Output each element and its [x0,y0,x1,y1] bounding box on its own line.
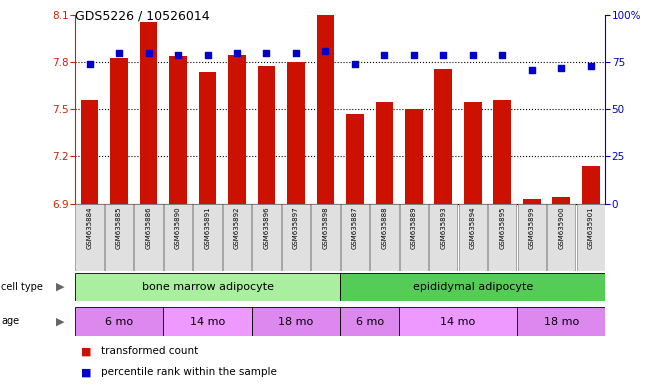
Point [291,50,301,56]
Text: epididymal adipocyte: epididymal adipocyte [413,282,533,292]
Bar [429,204,458,271]
Text: GSM635901: GSM635901 [588,206,594,249]
Bar [400,204,428,271]
Bar [282,204,310,271]
Bar [464,102,482,204]
Bar [518,204,546,271]
Bar [193,204,221,271]
Bar [169,56,187,204]
Point [202,52,213,58]
Text: GSM635898: GSM635898 [322,206,328,249]
Bar [163,307,252,336]
Bar [488,204,516,271]
Bar [459,204,487,271]
Bar [140,22,158,204]
Point [173,52,183,58]
Text: 14 mo: 14 mo [441,316,476,327]
Text: ■: ■ [81,367,92,377]
Text: 18 mo: 18 mo [279,316,314,327]
Bar [311,204,340,271]
Bar [228,55,246,204]
Text: GSM635889: GSM635889 [411,206,417,249]
Text: GSM635891: GSM635891 [204,206,210,249]
Point [261,50,271,56]
Point [527,67,537,73]
Bar [75,307,163,336]
Text: ▶: ▶ [56,282,65,292]
Bar [199,72,216,204]
Text: GSM635895: GSM635895 [499,206,505,249]
Text: 18 mo: 18 mo [544,316,579,327]
Text: cell type: cell type [1,282,43,292]
Bar [434,69,452,204]
Text: bone marrow adipocyte: bone marrow adipocyte [141,282,273,292]
Text: ■: ■ [81,346,92,356]
Bar [110,58,128,204]
Bar [316,15,334,204]
Text: 14 mo: 14 mo [190,316,225,327]
Text: GSM635897: GSM635897 [293,206,299,249]
Text: 6 mo: 6 mo [355,316,383,327]
Point [143,50,154,56]
Bar [370,204,398,271]
Text: GSM635890: GSM635890 [175,206,181,249]
Text: percentile rank within the sample: percentile rank within the sample [101,367,277,377]
Bar [552,197,570,204]
Text: ▶: ▶ [56,316,65,326]
Text: GSM635899: GSM635899 [529,206,534,249]
Point [379,52,389,58]
Point [85,61,95,67]
Bar [340,307,399,336]
Bar [340,204,369,271]
Bar [523,199,540,204]
Bar [376,102,393,204]
Text: GSM635896: GSM635896 [264,206,270,249]
Bar [75,273,340,301]
Point [114,50,124,56]
Point [350,61,360,67]
Bar [346,114,364,204]
Text: age: age [1,316,20,326]
Bar [577,204,605,271]
Text: GSM635900: GSM635900 [558,206,564,249]
Point [556,65,566,71]
Point [497,52,508,58]
Bar [399,307,517,336]
Text: GSM635884: GSM635884 [87,206,92,249]
Bar [517,307,605,336]
Bar [547,204,575,271]
Bar [258,66,275,204]
Bar [405,109,422,204]
Bar [493,100,511,204]
Bar [164,204,192,271]
Text: GSM635886: GSM635886 [146,206,152,249]
Bar [76,204,104,271]
Bar [81,100,98,204]
Text: GSM635885: GSM635885 [116,206,122,249]
Text: GSM635894: GSM635894 [470,206,476,249]
Bar [252,307,340,336]
Bar [287,62,305,204]
Point [585,63,596,69]
Point [467,52,478,58]
Bar [134,204,163,271]
Bar [223,204,251,271]
Point [232,50,242,56]
Bar [253,204,281,271]
Bar [105,204,133,271]
Point [320,48,331,54]
Point [409,52,419,58]
Text: GDS5226 / 10526014: GDS5226 / 10526014 [75,10,210,23]
Text: GSM635887: GSM635887 [352,206,358,249]
Text: 6 mo: 6 mo [105,316,133,327]
Bar [340,273,605,301]
Point [438,52,449,58]
Text: GSM635893: GSM635893 [440,206,447,249]
Bar [582,166,600,204]
Text: GSM635888: GSM635888 [381,206,387,249]
Text: GSM635892: GSM635892 [234,206,240,249]
Text: transformed count: transformed count [101,346,198,356]
